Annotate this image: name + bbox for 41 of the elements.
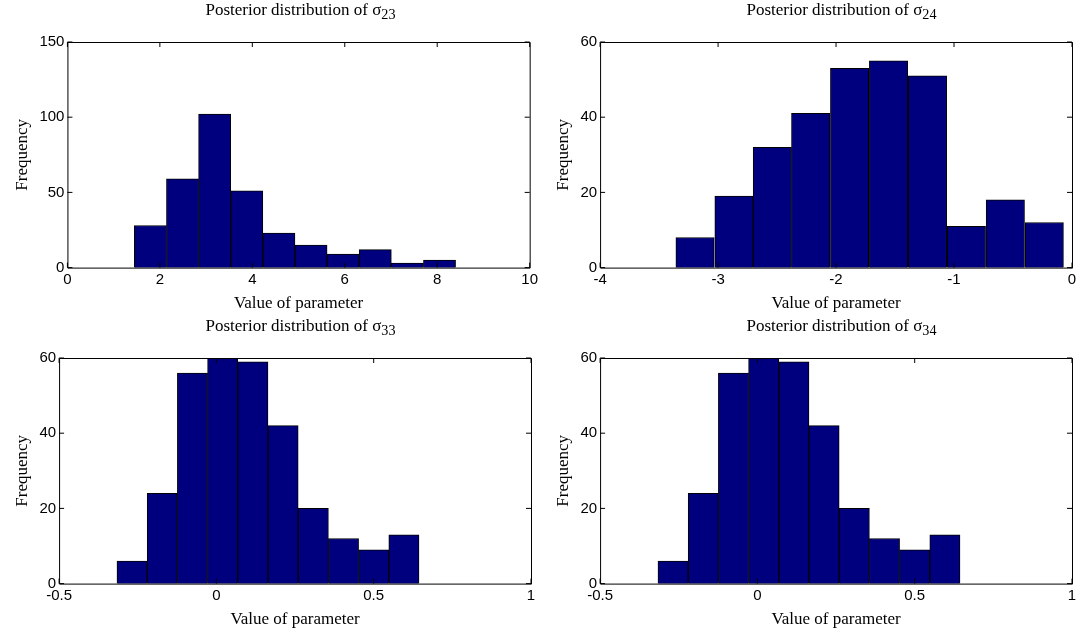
y-tick-label: 0 [588, 257, 598, 275]
y-axis-title: Frequency [11, 434, 31, 507]
chart-title: Posterior distribution of σ$_{33}$ [204, 316, 397, 341]
y-axis-title: Frequency [11, 118, 31, 191]
x-tick-label: 10 [521, 269, 538, 287]
x-tick-label: 1 [526, 585, 536, 603]
x-tick-label: -2 [829, 269, 843, 287]
chart-title: Posterior distribution of σ$_{34}$ [745, 316, 938, 341]
chart-title: Posterior distribution of σ$_{24}$ [745, 0, 938, 25]
x-tick-label: -3 [711, 269, 725, 287]
y-tick-label: 40 [580, 107, 598, 125]
y-tick-label: 60 [580, 348, 598, 366]
y-tick-label: 20 [39, 498, 57, 516]
x-tick-label: 8 [433, 269, 442, 287]
y-tick-label: 20 [580, 182, 598, 200]
y-tick-label: 60 [39, 348, 57, 366]
x-axis-title: Value of parameter [233, 293, 364, 313]
x-tick-label: 0 [753, 585, 762, 603]
x-tick-label: 0 [212, 585, 221, 603]
y-tick-label: 40 [39, 423, 57, 441]
y-tick-label: 100 [39, 107, 65, 125]
y-axis-title: Frequency [552, 434, 572, 507]
y-axis-title: Frequency [552, 118, 572, 191]
y-tick-label: 60 [580, 32, 598, 50]
x-axis-title: Value of parameter [771, 609, 902, 629]
y-tick-label: 0 [56, 257, 65, 275]
x-tick-label: 0.5 [363, 585, 385, 603]
x-tick-label: 4 [248, 269, 257, 287]
x-axis-title: Value of parameter [230, 609, 361, 629]
y-tick-label: 20 [580, 498, 598, 516]
chart-title: Posterior distribution of σ$_{23}$ [204, 0, 397, 25]
x-axis-title: Value of parameter [771, 293, 902, 313]
x-tick-label: 6 [340, 269, 349, 287]
x-tick-label: 1 [1067, 585, 1077, 603]
x-tick-label: 0 [1067, 269, 1077, 287]
y-tick-label: 50 [47, 182, 65, 200]
x-tick-label: 0.5 [904, 585, 926, 603]
x-tick-label: 2 [155, 269, 165, 287]
y-tick-label: 150 [39, 32, 65, 50]
x-tick-label: -1 [947, 269, 961, 287]
y-tick-label: 40 [580, 423, 598, 441]
